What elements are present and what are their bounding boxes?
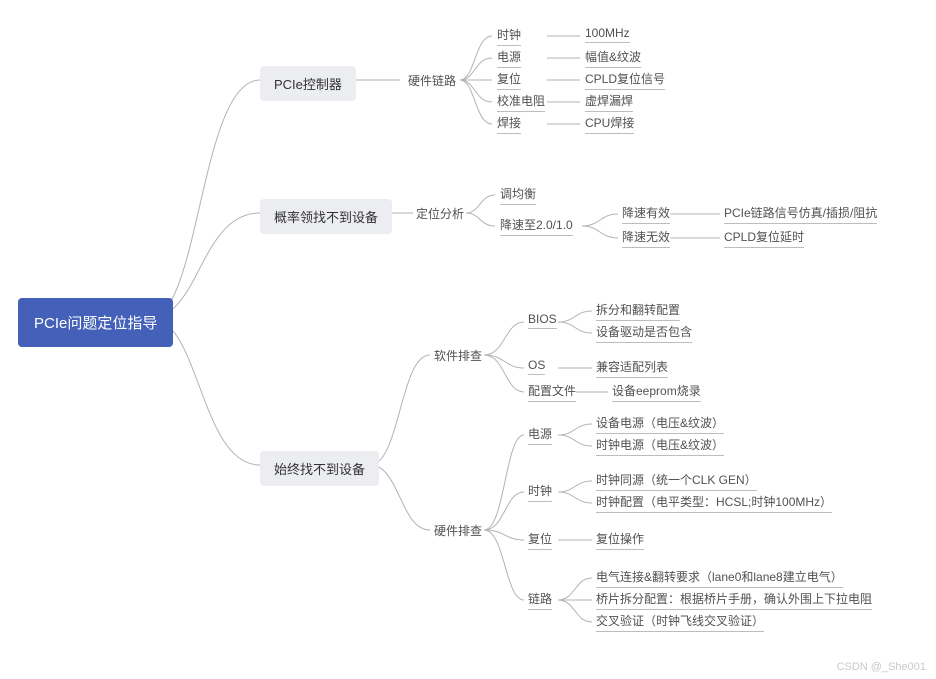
bios-i0: 拆分和翻转配置 — [596, 301, 680, 321]
clock-i0: 时钟同源（统一个CLK GEN） — [596, 471, 757, 491]
bios-i1: 设备驱动是否包含 — [596, 323, 692, 343]
reset-v: 复位操作 — [596, 530, 644, 550]
b2-r2b-k: 降速无效 — [622, 228, 670, 248]
b1-k4: 焊接 — [497, 114, 521, 134]
b2-r2b-v: CPLD复位延时 — [724, 228, 804, 248]
b1-k2: 复位 — [497, 70, 521, 90]
b1-v1: 幅值&纹波 — [585, 48, 641, 68]
watermark: CSDN @_She001 — [837, 661, 926, 673]
b1-v2: CPLD复位信号 — [585, 70, 665, 90]
power-label: 电源 — [528, 425, 552, 445]
os-v: 兼容适配列表 — [596, 358, 668, 378]
hw-check-label: 硬件排查 — [434, 522, 482, 539]
os-k: OS — [528, 358, 545, 375]
branch-probabilistic[interactable]: 概率领找不到设备 — [260, 199, 392, 234]
root-node[interactable]: PCIe问题定位指导 — [18, 298, 173, 347]
branch-never-found[interactable]: 始终找不到设备 — [260, 451, 379, 486]
link-i1: 桥片拆分配置：根据桥片手册，确认外围上下拉电阻 — [596, 590, 872, 610]
clock-i1: 时钟配置（电平类型：HCSL;时钟100MHz） — [596, 493, 832, 513]
link-i2: 交叉验证（时钟飞线交叉验证） — [596, 612, 764, 632]
cfg-v: 设备eeprom烧录 — [612, 382, 701, 402]
link-i0: 电气连接&翻转要求（lane0和lane8建立电气） — [596, 568, 843, 588]
b1-v3: 虚焊漏焊 — [585, 92, 633, 112]
pos-analysis-label: 定位分析 — [416, 205, 464, 222]
cfg-k: 配置文件 — [528, 382, 576, 402]
b2-r2a-k: 降速有效 — [622, 204, 670, 224]
b2-r2: 降速至2.0/1.0 — [500, 216, 573, 236]
bios-label: BIOS — [528, 312, 557, 329]
b1-k1: 电源 — [497, 48, 521, 68]
power-i1: 时钟电源（电压&纹波） — [596, 436, 724, 456]
hw-link-label: 硬件链路 — [408, 72, 456, 89]
b2-r2a-v: PCIe链路信号仿真/插损/阻抗 — [724, 204, 877, 224]
branch-controller[interactable]: PCIe控制器 — [260, 66, 356, 101]
b1-k0: 时钟 — [497, 26, 521, 46]
reset-k: 复位 — [528, 530, 552, 550]
b1-v0: 100MHz — [585, 26, 630, 43]
b2-r1: 调均衡 — [500, 185, 536, 205]
b1-k3: 校准电阻 — [497, 92, 545, 112]
sw-check-label: 软件排查 — [434, 347, 482, 364]
power-i0: 设备电源（电压&纹波） — [596, 414, 724, 434]
link-label: 链路 — [528, 590, 552, 610]
clock-label: 时钟 — [528, 482, 552, 502]
b1-v4: CPU焊接 — [585, 114, 634, 134]
